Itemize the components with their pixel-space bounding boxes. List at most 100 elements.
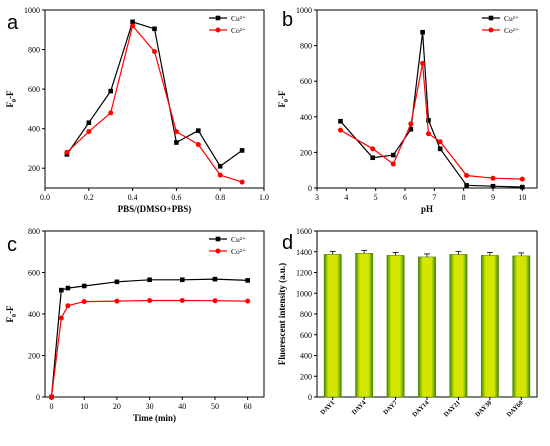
data-point [519, 176, 525, 182]
x-tick-label: DAY21 [443, 399, 462, 418]
data-point [64, 149, 70, 155]
data-point [408, 126, 414, 132]
legend-marker [488, 27, 494, 33]
y-tick-label: 1000 [296, 6, 312, 15]
legend-label: Co²⁺ [231, 247, 246, 256]
data-point [108, 88, 113, 94]
data-point [464, 183, 469, 188]
legend-label: Co²⁺ [231, 26, 246, 35]
x-tick-label: DAY1 [319, 399, 336, 416]
y-axis-label: F0-F [5, 90, 18, 107]
x-tick-label: 10 [80, 402, 88, 411]
y-tick-label: 600 [300, 331, 312, 340]
data-point [420, 29, 425, 35]
y-tick-label: 400 [28, 310, 40, 319]
bar [418, 256, 436, 398]
series-line-1 [340, 32, 523, 188]
panel-letter-a: a [7, 12, 19, 34]
data-point [196, 128, 201, 133]
x-tick-label: 0.0 [40, 193, 50, 202]
panel-letter-b: b [282, 9, 294, 31]
data-point [195, 141, 201, 147]
x-tick-label: 0 [50, 402, 54, 411]
data-point [59, 287, 64, 293]
legend-marker [215, 27, 221, 33]
data-point [245, 298, 251, 304]
series-line-1 [66, 21, 243, 168]
plot-frame [44, 9, 265, 189]
y-axis-label: Fluorescent intensity (a.u.) [277, 263, 287, 365]
y-tick-label: 600 [28, 269, 40, 278]
data-point [179, 298, 185, 304]
x-tick-label: 0.4 [128, 193, 138, 202]
data-point [337, 127, 343, 133]
y-tick-label: 400 [300, 113, 312, 122]
series-line-2 [50, 299, 248, 398]
x-tick-label: 60 [244, 402, 252, 411]
x-tick-label: DAY4 [351, 399, 368, 416]
data-point [174, 140, 179, 145]
data-point [420, 60, 426, 66]
legend-marker [215, 248, 221, 254]
legend-label: Cu²⁺ [504, 14, 519, 23]
legend-label: Co²⁺ [504, 26, 519, 35]
x-tick-label: 7 [432, 193, 436, 202]
y-tick-label: 200 [300, 148, 312, 157]
data-point [114, 298, 120, 304]
bar [323, 254, 342, 398]
data-point [65, 303, 71, 309]
x-tick-label: 0.6 [171, 193, 181, 202]
data-point [86, 120, 92, 126]
x-tick-label: DAY30 [474, 399, 493, 418]
y-tick-label: 0 [36, 393, 40, 402]
data-point [152, 26, 157, 32]
legend-marker [215, 15, 221, 21]
y-tick-label: 800 [300, 42, 312, 51]
y-axis-label: F0-F [277, 90, 290, 107]
bar [355, 253, 374, 398]
y-tick-label: 800 [28, 46, 40, 55]
y-tick-label: 400 [300, 352, 312, 361]
x-tick-label: 0.2 [84, 193, 94, 202]
bar [480, 255, 499, 398]
legend-label: Cu²⁺ [231, 14, 246, 23]
x-tick-label: DAY14 [411, 399, 431, 419]
data-point [58, 315, 64, 321]
data-point [130, 19, 135, 25]
y-tick-label: 1200 [296, 269, 312, 278]
y-tick-label: 0 [308, 184, 312, 193]
panel-letter-c: c [7, 234, 17, 256]
chart-d: 0 200 400 600 800 1000 1200 1400 1600 DAY1 DAY4 DAY… [277, 227, 538, 419]
y-axis-label: F0-F [5, 305, 18, 322]
x-tick-label: 40 [178, 402, 186, 411]
data-point [147, 277, 152, 283]
y-tick-label: 1600 [296, 227, 312, 236]
data-point [179, 277, 185, 283]
x-tick-label: 50 [211, 402, 219, 411]
data-point [130, 23, 136, 29]
data-point [212, 276, 218, 282]
data-point [490, 183, 496, 189]
y-tick-label: 0 [308, 393, 312, 402]
data-point [81, 299, 87, 305]
legend-marker [215, 236, 221, 242]
data-point [408, 121, 414, 127]
data-point [239, 148, 245, 153]
plot-frame [316, 9, 538, 189]
x-tick-label: 10 [518, 193, 526, 202]
legend-marker [488, 15, 494, 21]
x-tick-label: 9 [491, 193, 495, 202]
y-tick-label: 200 [28, 164, 40, 173]
bar [449, 254, 468, 398]
series-line-2 [340, 63, 523, 180]
y-tick-label: 1000 [296, 289, 312, 298]
data-point [370, 146, 376, 152]
data-point [370, 155, 376, 161]
x-tick-label: 1.0 [259, 193, 269, 202]
y-tick-label: 600 [28, 85, 40, 94]
x-axis-label: Time (min) [133, 413, 176, 423]
chart-a: 0.0 0.2 0.4 0.6 0.8 1.0 200 400 600 800 1000 Cu²⁺ Co… [5, 6, 269, 214]
data-point [173, 129, 179, 135]
data-point [437, 146, 443, 152]
